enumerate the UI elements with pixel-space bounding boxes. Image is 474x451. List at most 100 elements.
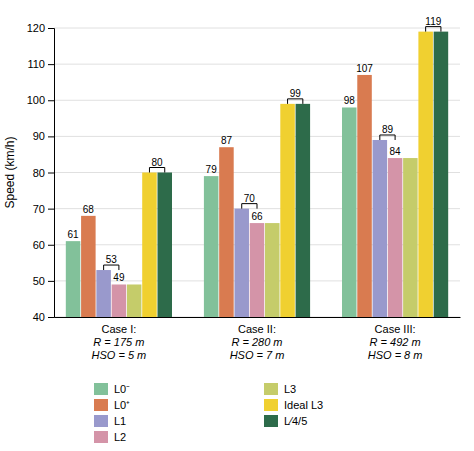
data-label: 68 <box>83 204 95 215</box>
data-label: 84 <box>390 146 402 157</box>
bracket-label: 89 <box>382 124 394 135</box>
legend-item: L0⁻ <box>94 383 130 395</box>
bar <box>342 107 357 317</box>
plot: Case I:R = 175 mHSO = 5 m Case II:R = 280… <box>3 16 461 451</box>
bracket-label: 53 <box>106 254 118 265</box>
data-label: 107 <box>356 63 373 74</box>
legend-swatch <box>94 399 108 411</box>
x-tick-label-line: Case I: <box>101 323 136 335</box>
x-tick-label-line: R = 280 m <box>231 336 282 348</box>
legend-swatch <box>264 383 278 395</box>
legend-item: Ideal L3 <box>264 399 323 411</box>
bar <box>388 158 403 317</box>
x-axis: Case I:R = 175 mHSO = 5 m Case II:R = 280… <box>55 317 461 361</box>
x-tick-label-line: HSO = 8 m <box>368 349 423 361</box>
bar <box>96 270 111 317</box>
bar <box>357 75 372 317</box>
bar <box>434 32 449 317</box>
x-tick-label-line: Case III: <box>375 323 416 335</box>
bracket <box>426 27 441 32</box>
y-tick-line <box>48 317 54 318</box>
data-label: 98 <box>344 95 356 106</box>
x-tick: Case II:R = 280 mHSO = 7 m <box>230 317 285 361</box>
y-tick-line <box>48 64 54 65</box>
bar-series <box>66 107 357 317</box>
bracket-label: 70 <box>244 193 256 204</box>
legend-swatch <box>94 415 108 427</box>
y-tick-label: 40 <box>33 311 45 323</box>
data-labels: 6179986887107496684 <box>68 63 402 284</box>
bar <box>296 104 311 317</box>
y-tick: 40 <box>33 311 54 323</box>
bracket <box>242 204 257 209</box>
bar <box>280 104 295 317</box>
bracket-label: 99 <box>290 88 302 99</box>
legend-label: L2 <box>114 431 126 443</box>
y-tick: 120 <box>27 22 54 34</box>
legend-item: L0⁺ <box>94 399 130 411</box>
chart: Case I:R = 175 mHSO = 5 m Case II:R = 280… <box>0 0 474 451</box>
legend-item: L2 <box>94 431 126 443</box>
bar <box>66 241 81 317</box>
data-label: 87 <box>221 135 233 146</box>
bar <box>403 158 418 317</box>
x-tick: Case I:R = 175 mHSO = 5 m <box>92 317 147 361</box>
grid-line <box>54 64 460 65</box>
legend-swatch <box>264 415 278 427</box>
legend-label: L3 <box>284 383 296 395</box>
data-label: 79 <box>206 164 218 175</box>
bars <box>66 32 448 317</box>
legend-label: L⁄4/5 <box>284 415 307 427</box>
bar-series <box>127 158 418 317</box>
bar <box>373 140 388 317</box>
legend-swatch <box>94 383 108 395</box>
y-tick: 110 <box>27 58 54 70</box>
brackets: 5370898099119 <box>104 16 442 270</box>
bar <box>265 223 280 317</box>
x-tick-label-line: HSO = 5 m <box>92 349 147 361</box>
x-tick-label: Case II:R = 280 mHSO = 7 m <box>230 323 285 361</box>
x-tick-label-line: Case II: <box>238 323 276 335</box>
y-tick-label: 50 <box>33 275 45 287</box>
y-axis-line <box>48 29 55 318</box>
legend-item: L⁄4/5 <box>264 415 307 427</box>
legend-item: L1 <box>94 415 126 427</box>
bar-series <box>81 75 372 317</box>
x-tick-label: Case III:R = 492 mHSO = 8 m <box>368 323 423 361</box>
bar <box>157 173 172 318</box>
bracket <box>288 99 303 104</box>
legend: L0⁻ L0⁺ L1 L2 L3 Ideal L3 L⁄4/5 <box>94 383 323 443</box>
legend-swatch <box>264 399 278 411</box>
y-tick-line <box>48 245 54 246</box>
x-tick-label-line: R = 175 m <box>93 336 144 348</box>
y-tick: 80 <box>33 167 54 179</box>
bar-series <box>142 32 433 317</box>
y-tick: 60 <box>33 239 54 251</box>
bar <box>250 223 265 317</box>
y-tick-line <box>48 100 54 101</box>
data-label: 49 <box>113 272 125 283</box>
y-axis-title: Speed (km/h) <box>3 136 17 208</box>
legend-label: L0⁻ <box>114 383 130 395</box>
grid-line <box>54 136 460 137</box>
y-axis: 405060708090100110120 <box>27 22 55 323</box>
y-tick-label: 70 <box>33 203 45 215</box>
legend-label: L1 <box>114 415 126 427</box>
x-tick: Case III:R = 492 mHSO = 8 m <box>368 317 423 361</box>
bracket-label: 119 <box>425 16 441 27</box>
bar <box>142 173 157 318</box>
y-tick-line <box>48 209 54 210</box>
bar <box>81 216 96 317</box>
x-tick-label: Case I:R = 175 mHSO = 5 m <box>92 323 147 361</box>
bar <box>127 284 142 317</box>
data-label: 66 <box>251 211 263 222</box>
bar-series <box>112 158 403 317</box>
legend-label: Ideal L3 <box>284 399 323 411</box>
bar <box>112 284 127 317</box>
bracket <box>380 135 395 140</box>
bracket <box>149 168 164 173</box>
y-tick-label: 80 <box>33 167 45 179</box>
bracket <box>104 265 119 270</box>
y-tick-label: 110 <box>27 58 45 70</box>
bar <box>219 147 234 317</box>
